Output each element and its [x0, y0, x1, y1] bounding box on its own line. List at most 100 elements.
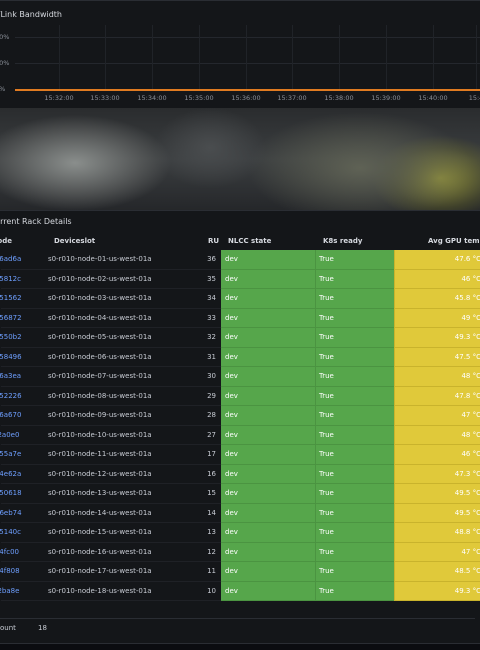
- table-row[interactable]: e4f808 s0-r010-node-17-us-west-01a 11 devTr…: [0, 562, 480, 582]
- node-link[interactable]: e5140c: [0, 528, 21, 536]
- node-link[interactable]: e55a7e: [0, 450, 22, 458]
- table-row[interactable]: e6a3ea s0-r010-node-07-us-west-01a 30 devTr…: [0, 367, 480, 387]
- deviceslot-cell: s0-r010-node-08-us-west-01a: [48, 391, 152, 400]
- nlcc-state-cell: dev: [221, 464, 315, 484]
- row-divider: [1, 541, 221, 543]
- x-tick-label: 15:38:00: [324, 94, 354, 102]
- ru-cell: 13: [207, 528, 216, 536]
- nlcc-state-cell: dev: [221, 347, 315, 367]
- k8s-ready-cell: True: [315, 367, 394, 387]
- deviceslot-cell: s0-r010-node-01-us-west-01a: [48, 255, 152, 263]
- row-divider: [1, 268, 221, 270]
- table-row[interactable]: e56872 s0-r010-node-04-us-west-01a 33 devTr…: [0, 308, 480, 328]
- k8s-ready-cell: True: [315, 250, 394, 270]
- ru-cell: 17: [207, 450, 216, 458]
- avg-gpu-temp-cell: 48.5 °C: [394, 562, 480, 582]
- table-row[interactable]: e58496 s0-r010-node-06-us-west-01a 31 devTr…: [0, 347, 480, 367]
- footer-divider: [0, 618, 475, 619]
- table-row[interactable]: 06eb74 s0-r010-node-14-us-west-01a 14 devTr…: [0, 503, 480, 523]
- row-divider: [1, 288, 221, 289]
- node-link[interactable]: e6ad6a: [0, 255, 22, 263]
- table-row[interactable]: e50618 s0-r010-node-13-us-west-01a 15 devTr…: [0, 484, 480, 504]
- column-header-avg-gpu-temp[interactable]: Avg GPU temp: [428, 237, 480, 245]
- table-row[interactable]: f2a0e0 s0-r010-node-10-us-west-01a 27 devTr…: [0, 425, 480, 445]
- ru-cell: 10: [207, 586, 216, 595]
- node-link[interactable]: 06eb74: [0, 508, 22, 517]
- node-link[interactable]: e4f808: [0, 567, 20, 575]
- deviceslot-cell: s0-r010-node-05-us-west-01a: [48, 333, 152, 341]
- row-divider: [1, 307, 221, 309]
- column-header-k8s-ready[interactable]: K8s ready: [323, 237, 363, 245]
- table-row[interactable]: e5140c s0-r010-node-15-us-west-01a 13 devTr…: [0, 523, 480, 543]
- table-row[interactable]: e51562 s0-r010-node-03-us-west-01a 34 devTr…: [0, 289, 480, 309]
- ru-cell: 27: [207, 430, 216, 439]
- avg-gpu-temp-cell: 48 °C: [394, 425, 480, 445]
- node-link[interactable]: e51562: [0, 294, 22, 302]
- node-link[interactable]: e4fc00: [0, 547, 19, 556]
- node-link[interactable]: e52226: [0, 391, 22, 400]
- deviceslot-cell: s0-r010-node-10-us-west-01a: [48, 430, 152, 439]
- vertical-gridline: [386, 25, 387, 89]
- x-tick-label: 15:34:00: [137, 94, 167, 102]
- node-link[interactable]: f2a0e0: [0, 430, 20, 439]
- deviceslot-cell: s0-r010-node-17-us-west-01a: [48, 567, 152, 575]
- count-label: ount: [0, 624, 16, 632]
- nlcc-state-cell: dev: [221, 542, 315, 562]
- nlcc-state-cell: dev: [221, 328, 315, 348]
- column-header-node[interactable]: lode: [0, 237, 12, 245]
- x-tick-label: 15:39:00: [371, 94, 401, 102]
- k8s-ready-cell: True: [315, 406, 394, 426]
- nlcc-state-cell: dev: [221, 581, 315, 601]
- vertical-gridline: [292, 25, 293, 89]
- avg-gpu-temp-cell: 47 °C: [394, 542, 480, 562]
- table-row[interactable]: e52226 s0-r010-node-08-us-west-01a 29 devTr…: [0, 386, 480, 406]
- deviceslot-cell: s0-r010-node-18-us-west-01a: [48, 586, 152, 595]
- node-link[interactable]: e6a3ea: [0, 372, 22, 380]
- column-header-deviceslot[interactable]: Deviceslot: [54, 237, 96, 245]
- nlcc-state-cell: dev: [221, 386, 315, 406]
- node-link[interactable]: e58496: [0, 352, 22, 361]
- k8s-ready-cell: True: [315, 445, 394, 465]
- k8s-ready-cell: True: [315, 347, 394, 367]
- row-divider: [1, 502, 221, 504]
- avg-gpu-temp-cell: 49.3 °C: [394, 581, 480, 601]
- row-divider: [1, 385, 221, 387]
- y-tick-label: 20%: [0, 33, 10, 41]
- table-row[interactable]: f2ba8e s0-r010-node-18-us-west-01a 10 devTr…: [0, 581, 480, 601]
- table-row[interactable]: e6a670 s0-r010-node-09-us-west-01a 28 devTr…: [0, 406, 480, 426]
- node-link[interactable]: e5812c: [0, 274, 21, 283]
- panel-title: VLink Bandwidth: [0, 10, 62, 19]
- table-row[interactable]: e6ad6a s0-r010-node-01-us-west-01a 36 devTr…: [0, 250, 480, 270]
- node-link[interactable]: e50618: [0, 489, 22, 497]
- row-divider: [1, 405, 221, 406]
- row-divider: [1, 561, 221, 562]
- column-header-ru[interactable]: RU: [208, 237, 220, 245]
- vertical-gridline: [59, 25, 60, 89]
- ru-cell: 35: [207, 274, 216, 283]
- k8s-ready-cell: True: [315, 386, 394, 406]
- nlcc-state-cell: dev: [221, 308, 315, 328]
- node-link[interactable]: f2ba8e: [0, 586, 20, 595]
- k8s-ready-cell: True: [315, 542, 394, 562]
- table-row[interactable]: e55a7e s0-r010-node-11-us-west-01a 17 devTr…: [0, 445, 480, 465]
- avg-gpu-temp-cell: 49.5 °C: [394, 503, 480, 523]
- avg-gpu-temp-cell: 47.8 °C: [394, 386, 480, 406]
- k8s-ready-cell: True: [315, 503, 394, 523]
- deviceslot-cell: s0-r010-node-04-us-west-01a: [48, 313, 152, 322]
- node-link[interactable]: e6a670: [0, 411, 22, 419]
- y-tick-label: 0%: [0, 85, 5, 93]
- column-header-nlcc-state[interactable]: NLCC state: [228, 237, 272, 245]
- nlcc-state-cell: dev: [221, 562, 315, 582]
- avg-gpu-temp-cell: 46 °C: [394, 445, 480, 465]
- node-link[interactable]: e56872: [0, 313, 22, 322]
- table-row[interactable]: e550b2 s0-r010-node-05-us-west-01a 32 devTr…: [0, 328, 480, 348]
- node-link[interactable]: e4e62a: [0, 469, 22, 478]
- table-row[interactable]: e5812c s0-r010-node-02-us-west-01a 35 devTr…: [0, 269, 480, 289]
- ru-cell: 34: [207, 294, 216, 302]
- table-row[interactable]: e4e62a s0-r010-node-12-us-west-01a 16 devTr…: [0, 464, 480, 484]
- avg-gpu-temp-cell: 47 °C: [394, 406, 480, 426]
- ru-cell: 31: [207, 352, 216, 361]
- row-divider: [1, 327, 221, 328]
- table-row[interactable]: e4fc00 s0-r010-node-16-us-west-01a 12 devTr…: [0, 542, 480, 562]
- node-link[interactable]: e550b2: [0, 333, 22, 341]
